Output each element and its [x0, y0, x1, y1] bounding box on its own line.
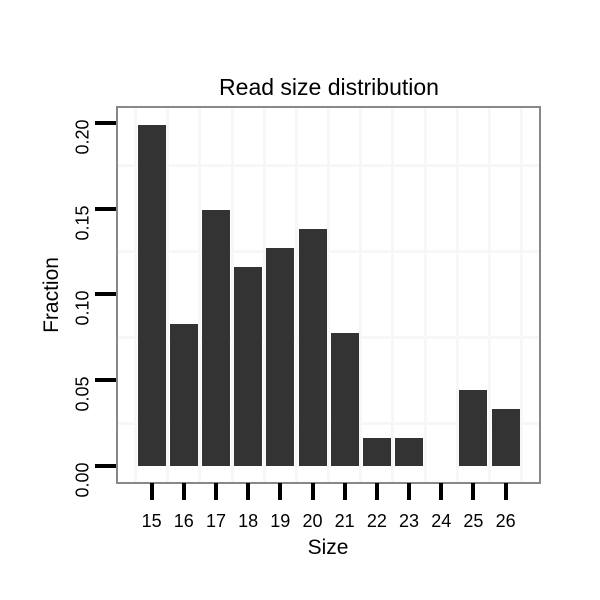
x-tick-label: 19	[270, 511, 291, 531]
x-tick-label: 21	[334, 511, 355, 531]
minor-gridline-v	[455, 108, 459, 482]
x-tick-label: 23	[399, 511, 420, 531]
minor-gridline-v	[134, 108, 137, 482]
minor-gridline-v	[327, 108, 331, 482]
plot-panel	[116, 106, 541, 484]
minor-gridline-v	[262, 108, 266, 482]
x-tick	[310, 483, 315, 500]
y-tick	[95, 206, 116, 211]
x-tick	[278, 483, 283, 500]
y-axis-title: Fraction	[40, 257, 63, 333]
bar-18	[234, 266, 263, 466]
y-tick-label: 0.10	[72, 290, 93, 326]
x-tick	[471, 483, 476, 500]
y-tick	[95, 464, 116, 468]
x-tick	[374, 483, 379, 500]
x-tick-label: 24	[431, 511, 452, 531]
x-tick-label: 20	[302, 511, 323, 531]
bar-26	[491, 409, 520, 466]
x-tick	[246, 483, 251, 500]
bar-20	[298, 229, 327, 466]
y-tick	[95, 292, 116, 297]
x-tick	[213, 483, 218, 500]
x-tick	[439, 483, 444, 500]
bar-17	[201, 209, 230, 466]
x-tick-label: 25	[463, 511, 484, 531]
minor-gridline-v	[198, 108, 202, 482]
bar-15	[137, 124, 166, 466]
bar-21	[330, 333, 359, 466]
x-tick-label: 16	[173, 511, 194, 531]
x-tick	[181, 483, 186, 500]
bar-19	[266, 247, 295, 466]
minor-gridline-v	[359, 108, 363, 482]
y-tick-label: 0.00	[72, 462, 93, 498]
x-tick-label: 26	[495, 511, 516, 531]
x-tick-label: 18	[238, 511, 259, 531]
minor-gridline-v	[487, 108, 491, 482]
bar-22	[362, 437, 391, 466]
minor-gridline-v	[520, 108, 524, 482]
minor-gridline-v	[423, 108, 427, 482]
minor-gridline-v	[391, 108, 395, 482]
y-tick	[95, 120, 116, 125]
x-tick	[503, 483, 508, 500]
y-tick-label: 0.05	[72, 376, 93, 412]
x-tick-label: 22	[366, 511, 387, 531]
y-tick-label: 0.20	[72, 119, 93, 155]
x-tick-label: 17	[205, 511, 226, 531]
x-tick	[149, 483, 154, 500]
bar-16	[169, 323, 198, 466]
x-tick-label: 15	[141, 511, 162, 531]
minor-gridline-v	[294, 108, 298, 482]
x-tick	[407, 483, 412, 500]
minor-gridline-v	[230, 108, 234, 482]
chart-title: Read size distribution	[219, 74, 439, 100]
x-axis-title: Size	[307, 536, 349, 559]
bar-25	[459, 390, 488, 466]
bar-23	[395, 437, 424, 466]
minor-gridline-v	[166, 108, 170, 482]
y-tick-label: 0.15	[72, 205, 93, 241]
x-tick	[342, 483, 347, 500]
y-tick	[95, 378, 116, 383]
